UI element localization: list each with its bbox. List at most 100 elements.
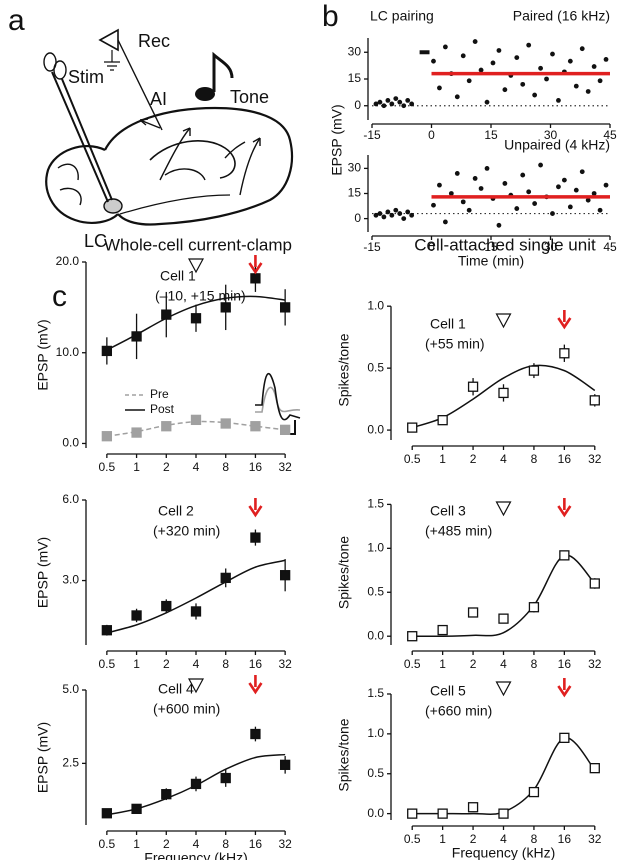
y-tick-label: 3.0 xyxy=(62,573,79,587)
point xyxy=(472,39,478,44)
y-axis-label: EPSP (mV) xyxy=(35,722,51,793)
y-tick-label: 20.0 xyxy=(56,254,80,268)
point xyxy=(496,48,502,53)
point xyxy=(567,58,573,64)
point xyxy=(389,212,395,218)
x-tick-label: -15 xyxy=(363,240,381,254)
fit-curve xyxy=(412,554,596,638)
y-tick-label: 1.0 xyxy=(367,541,384,555)
cell-subtitle: (+600 min) xyxy=(153,701,220,717)
x-tick-label: 45 xyxy=(603,128,617,142)
chart-title: Unpaired (4 kHz) xyxy=(504,137,610,153)
data-point xyxy=(437,415,448,426)
unpaired-marker xyxy=(187,258,205,274)
x-tick-label: 32 xyxy=(278,837,292,851)
y-tick-label: 6.0 xyxy=(62,492,79,506)
y-axis-label: EPSP (mV) xyxy=(329,104,345,175)
point xyxy=(405,97,411,103)
x-tick-label: 1 xyxy=(439,452,446,466)
y-tick-label: 0.5 xyxy=(367,584,384,598)
data-point xyxy=(131,610,142,621)
y-tick-label: 0.5 xyxy=(367,766,384,780)
data-point xyxy=(161,789,172,800)
data-point xyxy=(407,808,418,819)
data-point xyxy=(407,422,418,433)
point xyxy=(556,184,561,190)
data-point xyxy=(220,772,231,784)
y-tick-label: 0 xyxy=(354,98,361,112)
point xyxy=(442,219,448,225)
point xyxy=(550,51,555,57)
point xyxy=(401,103,407,109)
x-tick-label: 8 xyxy=(531,657,538,671)
data-point xyxy=(528,602,540,613)
x-axis-label: Frequency (kHz) xyxy=(144,850,247,860)
y-tick-label: 5.0 xyxy=(62,682,79,696)
point xyxy=(409,212,415,218)
data-point xyxy=(589,763,600,774)
x-tick-label: 1 xyxy=(133,657,140,671)
point xyxy=(567,204,573,210)
data-point xyxy=(161,600,172,612)
point xyxy=(431,58,436,64)
x-tick-label: 32 xyxy=(278,657,292,671)
point xyxy=(472,176,478,181)
cell-title: Cell 5 xyxy=(430,683,466,699)
x-tick-label: 32 xyxy=(588,452,602,466)
unpaired-marker xyxy=(495,501,512,517)
data-point xyxy=(101,431,113,442)
data-point xyxy=(190,606,202,617)
data-point xyxy=(101,808,113,819)
column-title: Cell-attached single unit xyxy=(414,235,596,254)
x-tick-label: 8 xyxy=(531,452,538,466)
data-point xyxy=(467,381,479,392)
cell-title: Cell 1 xyxy=(430,316,466,332)
x-tick-label: 2 xyxy=(470,452,477,466)
point xyxy=(437,182,442,188)
panel-label: a xyxy=(8,4,25,37)
x-tick-label: 4 xyxy=(500,832,507,846)
point xyxy=(585,197,591,203)
point xyxy=(478,186,484,191)
data-point xyxy=(589,578,600,589)
unpaired-marker xyxy=(187,678,205,694)
music-note xyxy=(195,51,234,101)
data-point xyxy=(559,348,570,359)
point xyxy=(526,189,532,195)
x-tick-label: 1 xyxy=(133,460,140,474)
data-point xyxy=(437,624,448,636)
data-point xyxy=(220,572,231,584)
point xyxy=(466,207,472,213)
point xyxy=(442,44,448,50)
point xyxy=(385,97,391,103)
cell-subtitle: (+660 min) xyxy=(425,703,492,719)
data-point xyxy=(279,302,291,313)
data-point xyxy=(131,803,142,815)
x-tick-label: 8 xyxy=(222,657,229,671)
point xyxy=(579,46,585,52)
x-tick-label: 2 xyxy=(163,837,170,851)
diagram-label: Stim xyxy=(68,67,104,87)
chart-title: Paired (16 kHz) xyxy=(513,8,610,24)
x-tick-label: 0.5 xyxy=(99,657,116,671)
point xyxy=(550,211,555,216)
point xyxy=(502,181,508,186)
data-point xyxy=(498,808,509,819)
data-point xyxy=(559,550,570,561)
point xyxy=(502,87,508,93)
x-tick-label: 16 xyxy=(249,460,263,474)
point xyxy=(397,211,403,216)
diagram-label: AI xyxy=(150,89,167,109)
data-point xyxy=(589,395,600,406)
cell-title: Cell 4 xyxy=(158,681,194,697)
data-point xyxy=(101,625,113,636)
point xyxy=(526,42,532,48)
point xyxy=(381,103,387,109)
point xyxy=(579,169,585,175)
y-tick-label: 0.0 xyxy=(367,806,384,820)
point xyxy=(514,206,520,211)
point xyxy=(385,209,391,215)
y-tick-label: 1.5 xyxy=(367,497,384,511)
x-tick-label: 1 xyxy=(439,832,446,846)
data-point xyxy=(101,345,113,357)
